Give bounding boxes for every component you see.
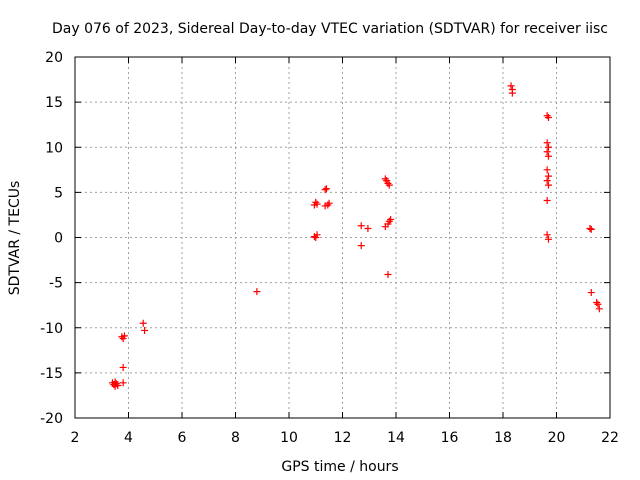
data-point bbox=[139, 319, 147, 327]
x-tick-label: 14 bbox=[387, 430, 405, 446]
data-point bbox=[384, 271, 392, 279]
x-tick-label: 12 bbox=[334, 430, 352, 446]
data-point bbox=[595, 305, 603, 313]
data-point bbox=[313, 231, 321, 239]
y-tick-label: 0 bbox=[54, 231, 63, 247]
data-point bbox=[322, 185, 330, 193]
data-point bbox=[543, 166, 551, 174]
data-point bbox=[325, 199, 333, 207]
data-point bbox=[594, 300, 602, 308]
data-point bbox=[544, 152, 552, 160]
data-point bbox=[593, 298, 601, 306]
data-point bbox=[543, 148, 551, 156]
x-tick-label: 16 bbox=[441, 430, 459, 446]
x-axis-label: GPS time / hours bbox=[281, 459, 398, 475]
x-tick-label: 6 bbox=[178, 430, 187, 446]
ticks bbox=[74, 56, 611, 419]
data-point bbox=[587, 225, 595, 233]
y-tick-label: -20 bbox=[40, 411, 63, 427]
data-point bbox=[507, 82, 515, 90]
data-point bbox=[385, 181, 393, 189]
data-point bbox=[543, 177, 551, 185]
y-tick-label: 20 bbox=[45, 50, 63, 66]
x-tick-label: 2 bbox=[71, 430, 80, 446]
y-tick-labels: -20 -15 -10 -5 0 5 10 15 20 bbox=[40, 50, 63, 427]
data-point bbox=[119, 363, 127, 371]
data-point bbox=[357, 242, 365, 250]
data-point bbox=[114, 382, 122, 390]
y-axis-label: SDTVAR / TECUs bbox=[7, 181, 23, 296]
data-point bbox=[313, 200, 321, 208]
data-point bbox=[508, 89, 516, 97]
data-point bbox=[544, 235, 552, 243]
x-tick-label: 22 bbox=[601, 430, 619, 446]
x-tick-label: 10 bbox=[280, 430, 298, 446]
data-points bbox=[108, 82, 603, 390]
data-point bbox=[357, 222, 365, 230]
data-point bbox=[587, 289, 595, 297]
y-tick-label: -15 bbox=[40, 366, 63, 382]
data-point bbox=[253, 288, 261, 296]
y-tick-label: -10 bbox=[40, 321, 63, 337]
y-tick-label: 5 bbox=[54, 185, 63, 201]
y-tick-label: -5 bbox=[49, 276, 63, 292]
data-point bbox=[586, 224, 594, 232]
data-point bbox=[119, 379, 127, 387]
data-point bbox=[543, 196, 551, 204]
data-point bbox=[364, 224, 372, 232]
data-point bbox=[544, 113, 552, 121]
data-point bbox=[111, 378, 119, 386]
data-point bbox=[543, 231, 551, 239]
data-point bbox=[120, 332, 128, 340]
data-point bbox=[543, 112, 551, 120]
data-point bbox=[321, 186, 329, 194]
x-tick-label: 4 bbox=[124, 430, 133, 446]
data-point bbox=[387, 215, 395, 223]
x-tick-labels: 2 4 6 8 10 12 14 16 18 20 22 bbox=[71, 430, 619, 446]
chart-title: Day 076 of 2023, Sidereal Day-to-day VTE… bbox=[52, 21, 608, 37]
x-tick-label: 18 bbox=[494, 430, 512, 446]
y-tick-label: 10 bbox=[45, 140, 63, 156]
data-point bbox=[544, 181, 552, 189]
data-point bbox=[543, 139, 551, 147]
y-tick-label: 15 bbox=[45, 95, 63, 111]
grid bbox=[75, 57, 610, 418]
data-point bbox=[544, 143, 552, 151]
x-tick-label: 8 bbox=[231, 430, 240, 446]
x-tick-label: 20 bbox=[548, 430, 566, 446]
data-point bbox=[141, 326, 149, 334]
data-point bbox=[544, 172, 552, 180]
